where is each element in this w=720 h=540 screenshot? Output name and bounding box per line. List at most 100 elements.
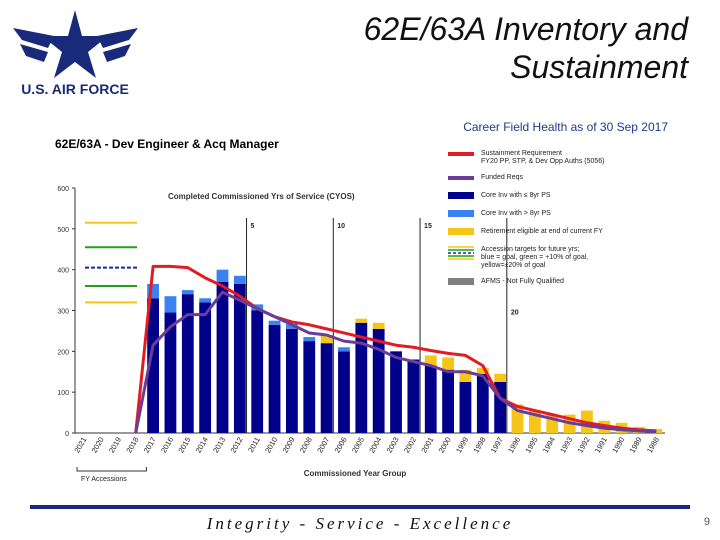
bar xyxy=(442,357,454,370)
legend-swatch xyxy=(448,152,474,156)
bar xyxy=(216,269,229,282)
bar xyxy=(268,324,281,433)
legend-label: AFMS - Not Fully Qualified xyxy=(481,278,564,285)
y-tick-label: 300 xyxy=(57,309,69,316)
bar xyxy=(459,369,472,382)
legend-label: Retirement eligible at end of current FY xyxy=(481,228,603,235)
x-tick-label: 2007 xyxy=(315,436,331,455)
bar xyxy=(216,281,229,433)
y-tick-label: 100 xyxy=(57,390,69,397)
bar xyxy=(338,347,350,352)
logo-text: U.S. AIR FORCE xyxy=(21,81,129,97)
bar xyxy=(303,341,316,433)
bar xyxy=(338,351,350,433)
y-tick-label: 400 xyxy=(57,268,69,275)
x-tick-label: 2001 xyxy=(419,436,435,455)
x-tick-label: 2010 xyxy=(263,436,279,455)
bar xyxy=(268,320,281,325)
x-tick-label: 2008 xyxy=(298,436,314,455)
legend-label: Accession targets for future yrs; xyxy=(481,246,579,253)
bar xyxy=(355,318,368,323)
chart-subtitle: Career Field Health as of 30 Sep 2017 xyxy=(463,120,668,134)
cyos-marker-label: 20 xyxy=(511,310,519,317)
fy-accessions-bracket xyxy=(76,467,147,472)
y-tick-label: 0 xyxy=(65,431,69,438)
air-force-logo: U.S. AIR FORCE xyxy=(13,10,138,97)
bar xyxy=(476,373,489,433)
x-tick-label: 1991 xyxy=(593,436,609,455)
x-tick-label: 2006 xyxy=(333,436,349,455)
bar xyxy=(251,310,264,433)
x-tick-label: 1996 xyxy=(506,436,522,455)
legend-label: Core Inv with ≤ 8yr PS xyxy=(481,192,551,199)
y-tick-label: 200 xyxy=(57,349,69,356)
x-tick-label: 2005 xyxy=(350,436,366,455)
legend-swatch xyxy=(448,192,474,199)
title-line-1: 62E/63A Inventory and xyxy=(363,11,688,47)
bar xyxy=(286,328,298,433)
x-tick-label: 2013 xyxy=(211,436,227,455)
x-tick-label: 2014 xyxy=(194,436,210,455)
bar xyxy=(233,283,246,433)
bar xyxy=(390,351,402,433)
bar xyxy=(233,275,246,284)
fy-accessions-label: FY Accessions xyxy=(81,476,127,483)
bar xyxy=(164,296,177,313)
footer-motto: Integrity - Service - Excellence xyxy=(206,514,514,533)
bar xyxy=(546,414,559,433)
x-tick-label: 1997 xyxy=(489,436,505,455)
bar xyxy=(303,337,316,342)
x-tick-label: 1995 xyxy=(523,436,539,455)
air-force-wings-icon xyxy=(42,10,108,78)
x-tick-label: 2004 xyxy=(367,436,383,455)
cyos-marker-label: 5 xyxy=(251,223,255,230)
bar xyxy=(355,322,368,433)
legend-swatch xyxy=(448,228,474,235)
x-axis-label: Commissioned Year Group xyxy=(304,469,407,478)
page-number: 9 xyxy=(703,516,710,528)
page-title: 62E/63A Inventory and Sustainment xyxy=(268,10,688,86)
x-tick-label: 1999 xyxy=(454,436,470,455)
legend-sublabel: yellow=±20% of goal xyxy=(481,262,546,269)
bar xyxy=(320,343,333,433)
x-tick-label: 1994 xyxy=(541,436,557,455)
bar xyxy=(511,404,524,433)
bar xyxy=(442,369,454,433)
x-tick-label: 2002 xyxy=(402,436,418,455)
bar xyxy=(528,410,541,433)
bar xyxy=(199,298,212,303)
bar xyxy=(459,381,472,433)
legend-label: Core Inv with > 8yr PS xyxy=(481,210,551,217)
x-tick-label: 1993 xyxy=(558,436,574,455)
x-tick-label: 2016 xyxy=(159,436,175,455)
legend-swatch xyxy=(448,210,474,217)
series-line xyxy=(134,290,657,434)
cyos-marker-label: 15 xyxy=(424,223,432,230)
bar xyxy=(372,328,385,433)
series-line xyxy=(134,264,657,434)
x-tick-label: 1990 xyxy=(610,436,626,455)
x-tick-label: 2020 xyxy=(90,436,106,455)
legend-swatch xyxy=(448,278,474,285)
legend-sublabel: blue = goal, green = +10% of goal, xyxy=(481,254,588,261)
x-tick-label: 2012 xyxy=(228,436,244,455)
legend-swatch xyxy=(448,176,474,180)
bar xyxy=(494,373,507,382)
footer-rule xyxy=(30,505,690,509)
x-tick-label: 1992 xyxy=(576,436,592,455)
bar xyxy=(199,302,212,433)
bar xyxy=(320,335,333,344)
x-tick-label: 1988 xyxy=(645,436,661,455)
x-tick-label: 2019 xyxy=(107,436,123,455)
legend-label: Sustainment Requirement xyxy=(481,150,562,157)
x-tick-label: 2015 xyxy=(176,436,192,455)
x-tick-label: 2003 xyxy=(385,436,401,455)
inventory-chart: 62E/63A - Dev Engineer & Acq Manager Car… xyxy=(55,120,668,483)
bar xyxy=(164,312,177,433)
bar xyxy=(476,367,489,374)
bar xyxy=(147,283,159,299)
bar xyxy=(494,381,507,433)
bar xyxy=(181,294,194,433)
